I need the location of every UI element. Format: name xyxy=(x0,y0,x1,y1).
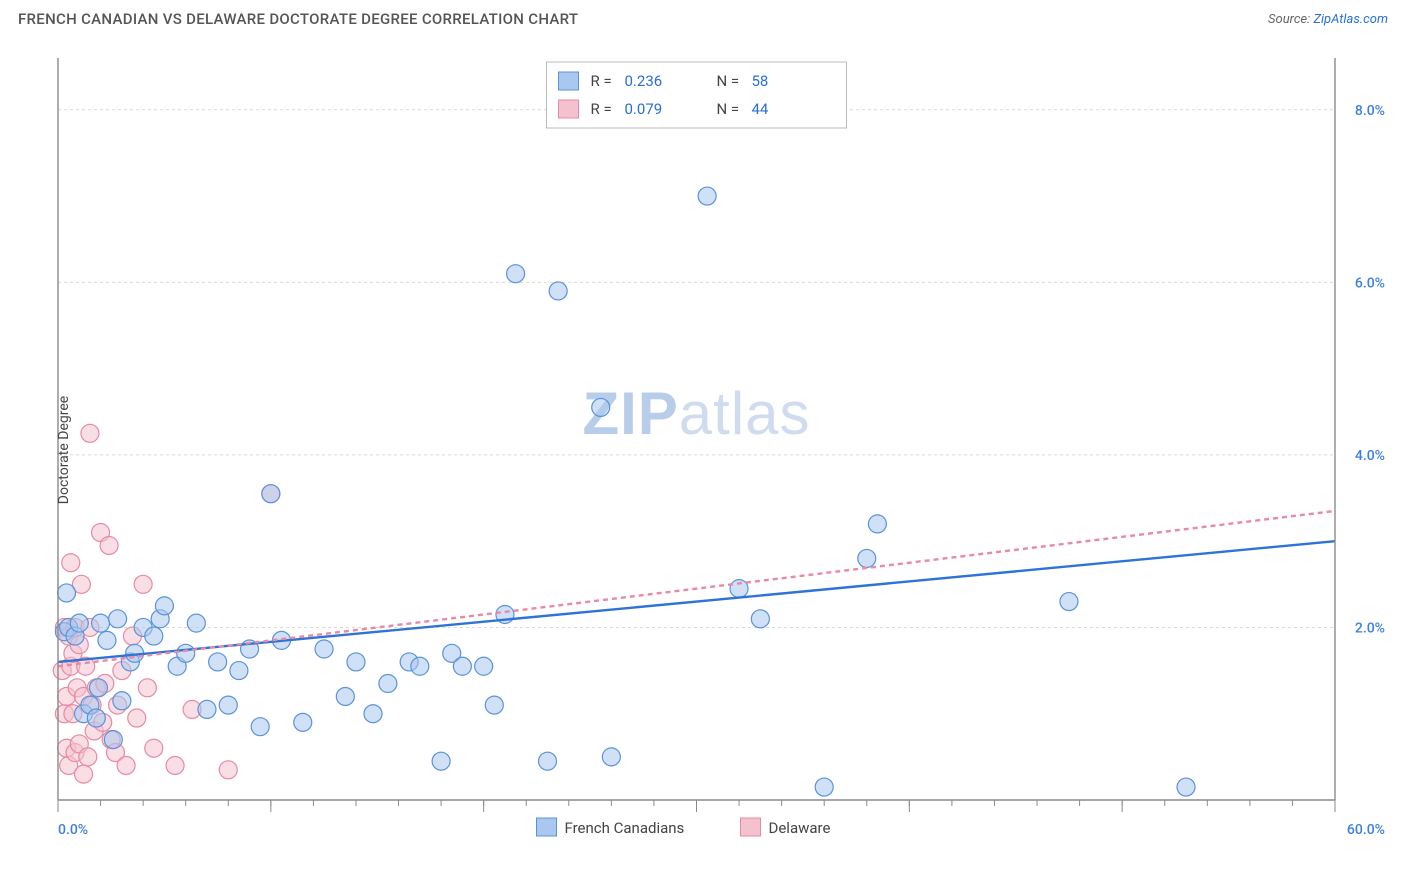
source-label: Source: xyxy=(1268,12,1310,27)
source-attribution: Source: ZipAtlas.com xyxy=(1268,12,1388,27)
svg-text:8.0%: 8.0% xyxy=(1355,103,1385,119)
svg-text:60.0%: 60.0% xyxy=(1347,822,1385,838)
svg-text:58: 58 xyxy=(752,72,769,90)
svg-text:4.0%: 4.0% xyxy=(1355,448,1385,464)
svg-text:ZIPatlas: ZIPatlas xyxy=(582,380,810,447)
svg-text:Delaware: Delaware xyxy=(769,819,831,837)
scatter-chart: 2.0% 4.0% 6.0% 8.0% ZIPatlas 0.0% 60.0% R = 0.23… xyxy=(0,40,1406,860)
chart-container: Doctorate Degree 2.0% 4.0% 6.0% 8.0% ZIPatla… xyxy=(0,40,1406,860)
chart-title: FRENCH CANADIAN VS DELAWARE DOCTORATE DE… xyxy=(18,10,578,28)
title-bar: FRENCH CANADIAN VS DELAWARE DOCTORATE DE… xyxy=(0,0,1406,34)
svg-text:44: 44 xyxy=(752,100,769,118)
y-axis-label: Doctorate Degree xyxy=(56,396,72,504)
svg-text:2.0%: 2.0% xyxy=(1355,620,1385,636)
svg-text:N =: N = xyxy=(717,72,740,90)
svg-text:6.0%: 6.0% xyxy=(1355,275,1385,291)
svg-text:0.079: 0.079 xyxy=(625,100,663,118)
svg-text:R =: R = xyxy=(591,72,612,90)
svg-text:French Canadians: French Canadians xyxy=(565,819,685,837)
source-link[interactable]: ZipAtlas.com xyxy=(1313,12,1388,27)
svg-text:0.236: 0.236 xyxy=(625,72,663,90)
svg-text:N =: N = xyxy=(717,100,740,118)
svg-text:R =: R = xyxy=(591,100,612,118)
svg-text:0.0%: 0.0% xyxy=(58,822,88,838)
